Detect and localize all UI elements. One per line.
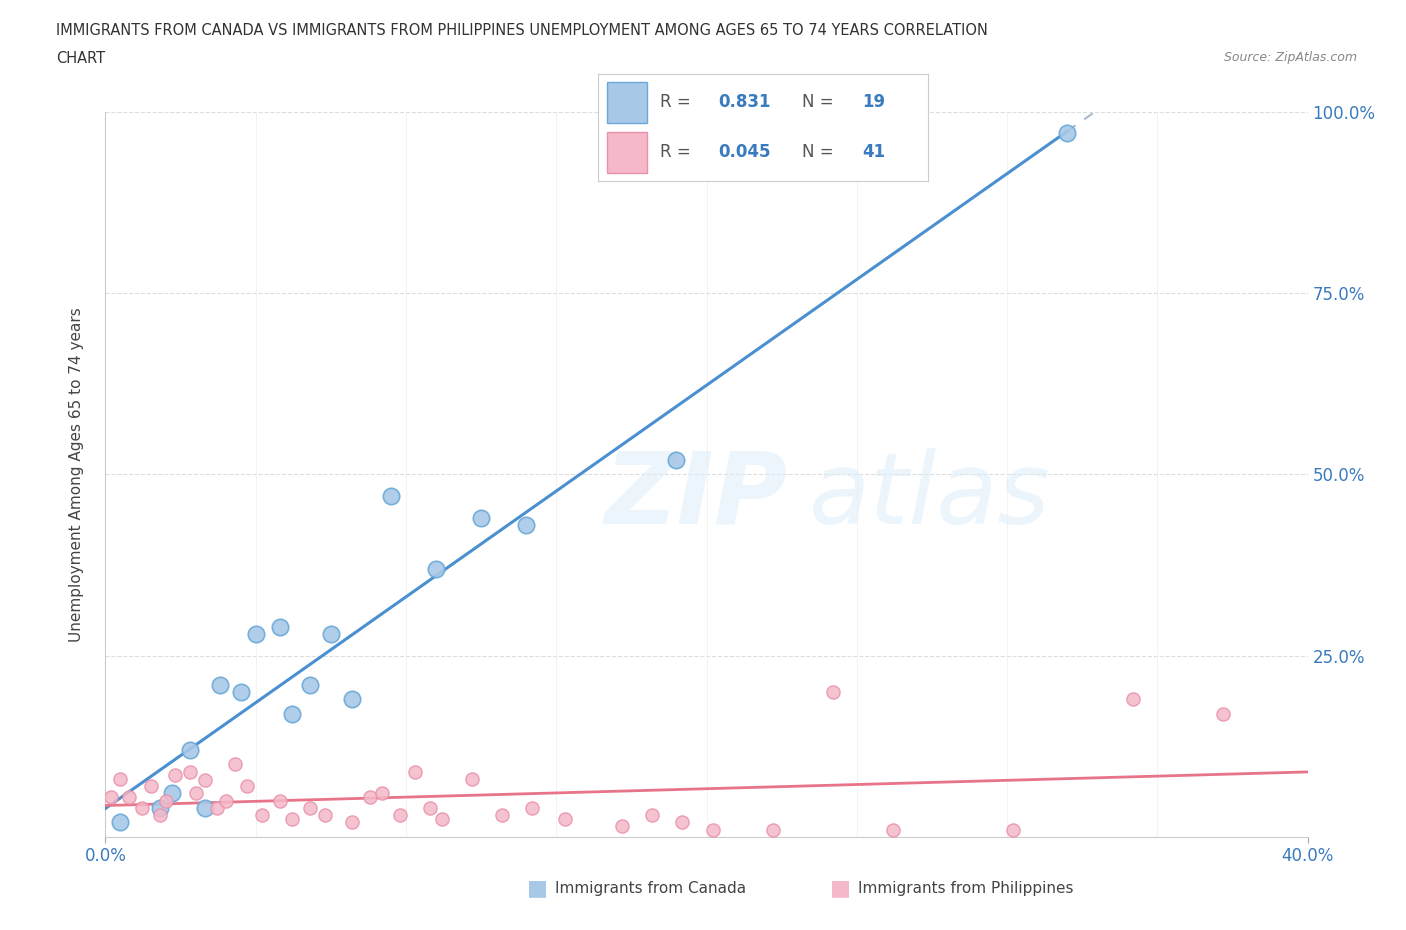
Point xyxy=(245,627,267,642)
Point xyxy=(298,677,321,692)
Text: Immigrants from Canada: Immigrants from Canada xyxy=(555,881,747,896)
Point xyxy=(110,772,132,787)
Point xyxy=(1056,126,1078,140)
Text: ■: ■ xyxy=(830,878,851,898)
Point xyxy=(665,452,688,467)
Point xyxy=(269,793,291,808)
Point xyxy=(388,808,411,823)
Text: IMMIGRANTS FROM CANADA VS IMMIGRANTS FROM PHILIPPINES UNEMPLOYMENT AMONG AGES 65: IMMIGRANTS FROM CANADA VS IMMIGRANTS FRO… xyxy=(56,23,988,38)
Point xyxy=(641,808,664,823)
Point xyxy=(163,768,186,783)
Bar xyxy=(607,132,647,173)
Point xyxy=(110,815,132,830)
Point xyxy=(194,773,217,788)
Point xyxy=(319,627,342,642)
Text: CHART: CHART xyxy=(56,51,105,66)
Point xyxy=(281,706,304,721)
Text: R =: R = xyxy=(661,93,696,112)
Point xyxy=(269,619,291,634)
Point xyxy=(314,808,336,823)
Point xyxy=(1002,822,1025,837)
Point xyxy=(702,822,724,837)
Point xyxy=(491,808,513,823)
Point xyxy=(340,815,363,830)
Text: Immigrants from Philippines: Immigrants from Philippines xyxy=(858,881,1073,896)
Point xyxy=(1212,706,1234,721)
Point xyxy=(612,818,634,833)
Point xyxy=(208,677,231,692)
Text: 0.831: 0.831 xyxy=(718,93,770,112)
Text: 41: 41 xyxy=(862,143,884,162)
Point xyxy=(235,778,257,793)
Point xyxy=(194,801,217,816)
Point xyxy=(404,764,426,779)
Point xyxy=(340,692,363,707)
Point xyxy=(179,764,201,779)
Point xyxy=(205,801,228,816)
Point xyxy=(100,790,122,804)
Point xyxy=(179,742,201,757)
Point xyxy=(224,757,246,772)
Point xyxy=(371,786,394,801)
Point xyxy=(470,511,492,525)
Point xyxy=(671,815,693,830)
Text: N =: N = xyxy=(803,143,839,162)
Point xyxy=(118,790,141,804)
Point xyxy=(554,811,576,827)
Point xyxy=(882,822,904,837)
Point xyxy=(1122,692,1144,707)
Point xyxy=(821,684,844,699)
Point xyxy=(155,793,177,808)
Point xyxy=(250,808,273,823)
Point xyxy=(419,801,441,816)
Text: 0.045: 0.045 xyxy=(718,143,770,162)
Point xyxy=(139,778,162,793)
Point xyxy=(461,772,484,787)
Point xyxy=(148,801,170,816)
Point xyxy=(430,811,453,827)
Point xyxy=(380,488,402,503)
Bar xyxy=(607,82,647,123)
Point xyxy=(522,801,544,816)
Text: R =: R = xyxy=(661,143,696,162)
Text: ZIP: ZIP xyxy=(605,447,787,545)
Point xyxy=(298,801,321,816)
Point xyxy=(131,801,153,816)
Text: N =: N = xyxy=(803,93,839,112)
Point xyxy=(281,811,304,827)
Text: atlas: atlas xyxy=(808,447,1050,545)
Point xyxy=(425,561,447,576)
Point xyxy=(184,786,207,801)
Point xyxy=(214,793,236,808)
Point xyxy=(359,790,381,804)
Y-axis label: Unemployment Among Ages 65 to 74 years: Unemployment Among Ages 65 to 74 years xyxy=(69,307,84,642)
Text: ■: ■ xyxy=(527,878,548,898)
Point xyxy=(515,518,537,533)
Point xyxy=(160,786,183,801)
Point xyxy=(229,684,252,699)
Point xyxy=(762,822,785,837)
Text: 19: 19 xyxy=(862,93,884,112)
Point xyxy=(148,808,170,823)
Text: Source: ZipAtlas.com: Source: ZipAtlas.com xyxy=(1223,51,1357,64)
